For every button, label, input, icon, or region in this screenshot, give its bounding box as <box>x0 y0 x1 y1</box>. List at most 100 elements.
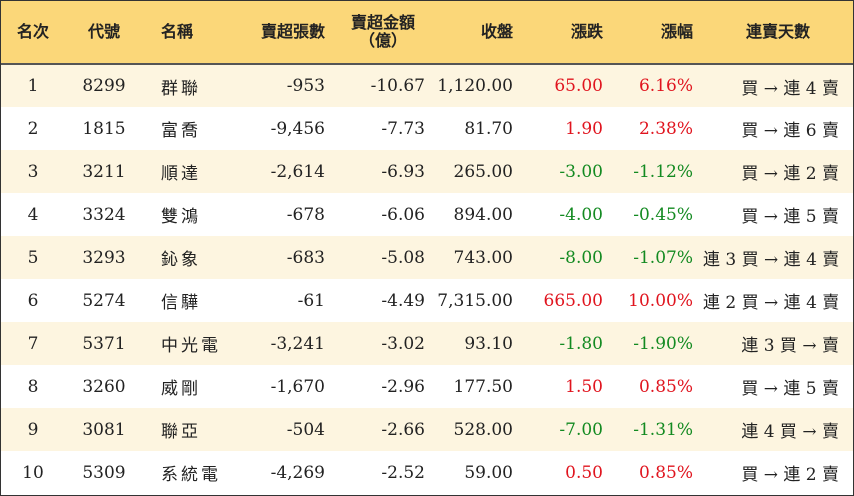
cell-code: 5274 <box>82 290 126 311</box>
cell-streak: 買 → 連 6 賣 <box>741 121 839 141</box>
cell-rank: 1 <box>27 76 39 96</box>
cell-code: 3324 <box>82 204 126 225</box>
cell-name: 系統電 <box>161 465 221 485</box>
cell-change: -7.00 <box>559 419 603 440</box>
cell-net-sell-amount: -10.67 <box>370 76 425 96</box>
cell-net-sell-lots: -3,241 <box>270 333 325 354</box>
cell-name: 富喬 <box>161 121 201 141</box>
cell-net-sell-amount: -2.96 <box>381 376 425 397</box>
cell-rank: 7 <box>27 333 39 354</box>
cell-name: 中光電 <box>161 336 221 356</box>
cell-net-sell-amount: -2.66 <box>381 419 425 440</box>
cell-rank: 8 <box>27 376 39 397</box>
cell-net-sell-amount: -3.02 <box>381 333 425 354</box>
table-row: 6 5274 信驊 -61 -4.49 7,315.00 665.00 10.00% 連 2 買… <box>1 279 853 322</box>
cell-change: -3.00 <box>559 161 603 182</box>
table-row: 7 5371 中光電 -3,241 -3.02 93.10 -1.80 -1.90% 連 3 買… <box>1 322 853 365</box>
cell-code: 3211 <box>82 161 126 182</box>
cell-change: 1.90 <box>565 118 603 139</box>
cell-change-pct: 2.38% <box>638 118 693 139</box>
cell-close: 177.50 <box>453 376 513 397</box>
header-net-sell-amount-line1: 賣超金額 <box>350 13 415 33</box>
cell-change-pct: 10.00% <box>628 290 693 311</box>
cell-streak: 買 → 連 2 賣 <box>741 465 839 485</box>
cell-close: 7,315.00 <box>437 290 513 311</box>
cell-name: 威剛 <box>161 379 201 399</box>
header-rank: 名次 <box>1 1 65 65</box>
cell-rank: 5 <box>27 247 39 268</box>
cell-code: 3293 <box>82 247 126 268</box>
header-net-sell-lots: 賣超張數 <box>243 1 333 65</box>
cell-change: 1.50 <box>565 376 603 397</box>
cell-name: 雙鴻 <box>161 207 201 227</box>
cell-name: 順達 <box>161 164 201 184</box>
cell-change-pct: -1.90% <box>633 333 693 354</box>
cell-code: 1815 <box>82 118 126 139</box>
cell-streak: 買 → 連 2 賣 <box>741 164 839 184</box>
cell-change: 0.50 <box>565 462 603 483</box>
cell-change: -8.00 <box>559 247 603 268</box>
cell-code: 5371 <box>82 333 126 354</box>
cell-close: 93.10 <box>464 333 513 354</box>
cell-net-sell-lots: -953 <box>286 76 325 96</box>
header-close: 收盤 <box>433 1 523 65</box>
cell-streak: 連 4 買 → 賣 <box>741 422 839 442</box>
header-net-sell-amount: 賣超金額 （億） <box>333 1 433 65</box>
cell-net-sell-lots: -504 <box>286 419 325 440</box>
cell-change-pct: 0.85% <box>638 376 693 397</box>
header-name: 名稱 <box>143 1 243 65</box>
header-change-pct: 漲幅 <box>613 1 703 65</box>
cell-streak: 買 → 連 4 賣 <box>741 78 839 99</box>
cell-change: 665.00 <box>543 290 603 311</box>
cell-streak: 連 3 買 → 賣 <box>741 336 839 356</box>
cell-rank: 4 <box>27 204 39 225</box>
cell-close: 1,120.00 <box>437 76 513 96</box>
cell-net-sell-amount: -6.06 <box>381 204 425 225</box>
header-streak: 連賣天數 <box>703 1 853 65</box>
cell-change-pct: 6.16% <box>638 76 693 96</box>
table-body: 1 8299 群聯 -953 -10.67 1,120.00 65.00 6.16% 買 → 連… <box>1 64 853 494</box>
header-code: 代號 <box>65 1 143 65</box>
cell-rank: 10 <box>22 462 44 483</box>
cell-net-sell-amount: -4.49 <box>381 290 425 311</box>
cell-net-sell-amount: -5.08 <box>381 247 425 268</box>
cell-net-sell-lots: -1,670 <box>270 376 325 397</box>
cell-name: 群聯 <box>161 78 201 99</box>
table-row: 9 3081 聯亞 -504 -2.66 528.00 -7.00 -1.31% 連 4 買 →… <box>1 408 853 451</box>
cell-streak: 買 → 連 5 賣 <box>741 207 839 227</box>
cell-net-sell-lots: -61 <box>297 290 325 311</box>
cell-close: 528.00 <box>453 419 513 440</box>
cell-rank: 9 <box>27 419 39 440</box>
table-row: 10 5309 系統電 -4,269 -2.52 59.00 0.50 0.85% 買 → 連 … <box>1 451 853 494</box>
cell-code: 3081 <box>82 419 126 440</box>
cell-rank: 2 <box>27 118 39 139</box>
cell-name: 聯亞 <box>161 422 201 442</box>
cell-rank: 3 <box>27 161 39 182</box>
cell-name: 信驊 <box>161 293 201 313</box>
cell-net-sell-lots: -9,456 <box>270 118 325 139</box>
cell-close: 59.00 <box>464 462 513 483</box>
cell-close: 743.00 <box>453 247 513 268</box>
cell-change-pct: 0.85% <box>638 462 693 483</box>
cell-streak: 連 3 買 → 連 4 賣 <box>703 250 840 270</box>
cell-net-sell-lots: -678 <box>286 204 325 225</box>
cell-net-sell-lots: -2,614 <box>270 161 325 182</box>
cell-change: -1.80 <box>559 333 603 354</box>
cell-code: 3260 <box>82 376 126 397</box>
cell-close: 894.00 <box>453 204 513 225</box>
cell-net-sell-amount: -6.93 <box>381 161 425 182</box>
cell-change: 65.00 <box>554 76 603 96</box>
cell-net-sell-lots: -4,269 <box>270 462 325 483</box>
cell-code: 8299 <box>82 76 126 96</box>
cell-net-sell-amount: -2.52 <box>381 462 425 483</box>
cell-streak: 買 → 連 5 賣 <box>741 379 839 399</box>
header-change: 漲跌 <box>523 1 613 65</box>
table-row: 1 8299 群聯 -953 -10.67 1,120.00 65.00 6.16% 買 → 連… <box>1 64 853 107</box>
table-row: 4 3324 雙鴻 -678 -6.06 894.00 -4.00 -0.45% 買 → 連 5… <box>1 193 853 236</box>
cell-close: 265.00 <box>453 161 513 182</box>
cell-code: 5309 <box>82 462 126 483</box>
cell-change: -4.00 <box>559 204 603 225</box>
cell-change-pct: -1.31% <box>633 419 693 440</box>
